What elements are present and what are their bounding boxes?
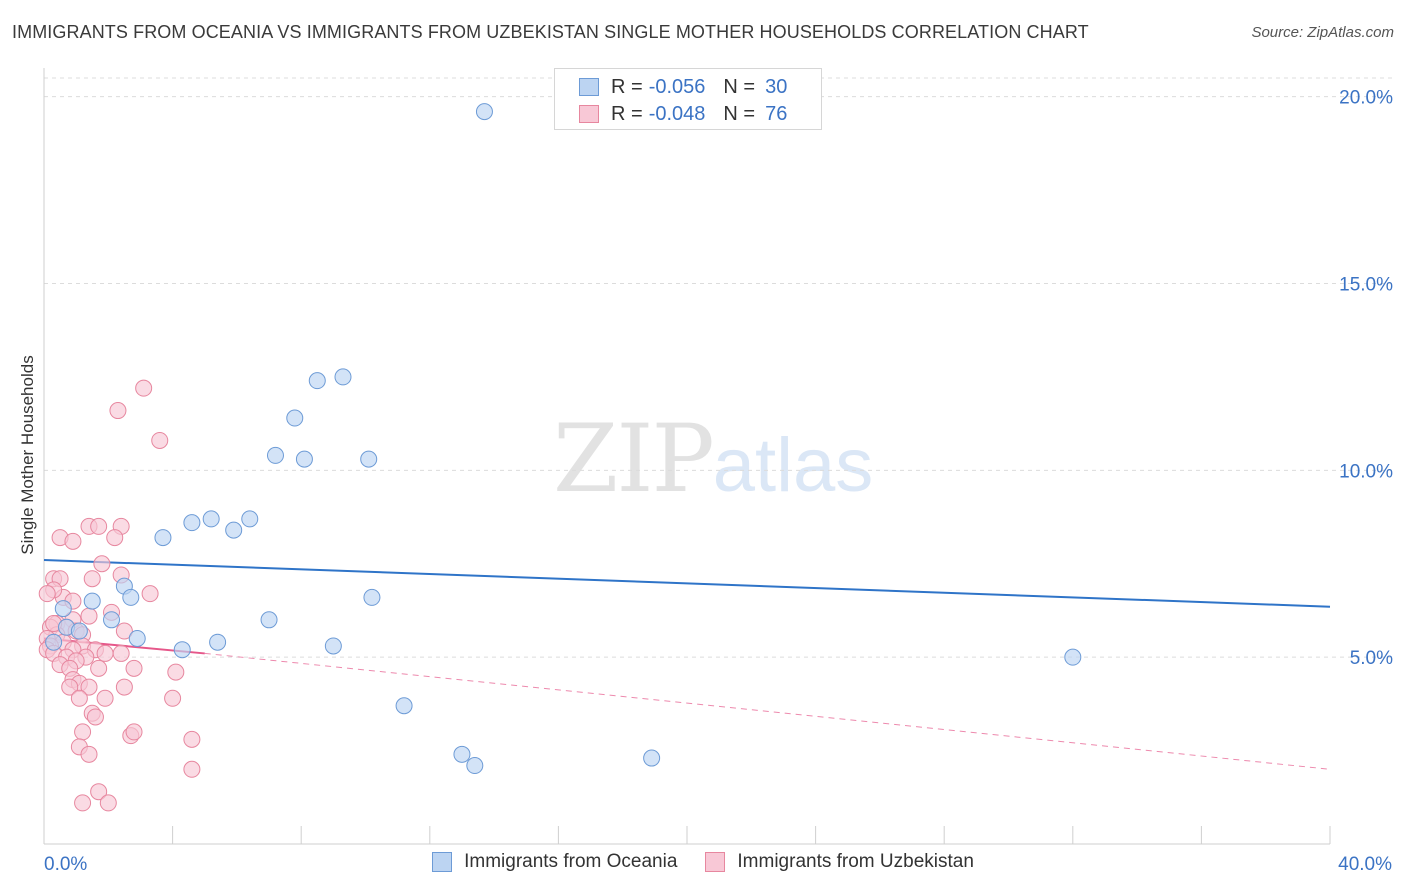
- stats-n-value: 76: [765, 102, 788, 125]
- point-oceania: [183, 514, 201, 532]
- point-uzbekistan: [96, 644, 114, 662]
- point-oceania: [308, 372, 326, 390]
- correlation-stats-box: R = -0.056 N = 30 R = -0.048 N = 76: [554, 68, 822, 130]
- point-oceania: [286, 409, 304, 427]
- point-oceania: [122, 588, 140, 606]
- point-oceania: [209, 633, 227, 651]
- point-oceania: [225, 521, 243, 539]
- point-oceania: [202, 510, 220, 528]
- point-oceania: [363, 588, 381, 606]
- source-label: Source: ZipAtlas.com: [1251, 24, 1394, 41]
- trendline-oceania: [43, 559, 1331, 608]
- stats-r-value: -0.048: [648, 102, 706, 125]
- point-uzbekistan: [109, 402, 127, 420]
- point-oceania: [1064, 648, 1082, 666]
- point-uzbekistan: [90, 517, 108, 535]
- legend-item-uzbekistan[interactable]: Immigrants from Uzbekistan: [705, 851, 974, 873]
- point-oceania: [54, 600, 72, 618]
- point-uzbekistan: [112, 644, 130, 662]
- point-uzbekistan: [74, 723, 92, 741]
- point-uzbekistan: [167, 663, 185, 681]
- stats-swatch-uzbekistan: [579, 105, 599, 123]
- point-oceania: [83, 592, 101, 610]
- point-oceania: [70, 622, 88, 640]
- point-uzbekistan: [183, 760, 201, 778]
- point-uzbekistan: [183, 730, 201, 748]
- legend-swatch-oceania: [432, 852, 453, 872]
- point-uzbekistan: [83, 570, 101, 588]
- point-oceania: [103, 611, 121, 629]
- point-uzbekistan: [80, 745, 98, 763]
- point-oceania: [334, 368, 352, 386]
- y-tick-label: 20.0%: [1339, 88, 1393, 109]
- stats-swatch-oceania: [579, 78, 599, 96]
- watermark: ZIPatlas: [553, 405, 873, 514]
- point-oceania: [154, 529, 172, 547]
- point-uzbekistan: [135, 379, 153, 397]
- point-uzbekistan: [38, 585, 56, 603]
- point-uzbekistan: [96, 689, 114, 707]
- stats-n-label: N =: [723, 102, 756, 125]
- point-uzbekistan: [106, 529, 124, 547]
- point-oceania: [395, 697, 413, 715]
- point-oceania: [324, 637, 342, 655]
- point-uzbekistan: [80, 678, 98, 696]
- point-uzbekistan: [70, 689, 88, 707]
- point-uzbekistan: [64, 532, 82, 550]
- point-uzbekistan: [99, 794, 117, 812]
- stats-r-value: -0.056: [648, 75, 706, 98]
- point-uzbekistan: [141, 585, 159, 603]
- point-uzbekistan: [86, 708, 104, 726]
- trendline-uzbekistan-extrapolated: [204, 652, 1331, 770]
- stats-row-oceania: R = -0.056 N = 30: [555, 74, 787, 100]
- point-oceania: [266, 446, 284, 464]
- legend-label-oceania: Immigrants from Oceania: [464, 851, 678, 872]
- legend-swatch-uzbekistan: [705, 852, 726, 872]
- legend-label-uzbekistan: Immigrants from Uzbekistan: [737, 851, 974, 872]
- point-uzbekistan: [90, 783, 108, 801]
- point-oceania: [241, 510, 259, 528]
- point-oceania: [260, 611, 278, 629]
- point-oceania: [295, 450, 313, 468]
- point-oceania: [475, 103, 493, 121]
- stats-n-label: N =: [723, 75, 756, 98]
- point-uzbekistan: [90, 659, 108, 677]
- point-oceania: [128, 629, 146, 647]
- point-uzbekistan: [115, 678, 133, 696]
- stats-r-label: R =: [611, 102, 643, 125]
- point-uzbekistan: [61, 678, 79, 696]
- legend-item-oceania[interactable]: Immigrants from Oceania: [432, 851, 677, 873]
- point-uzbekistan: [125, 659, 143, 677]
- stats-row-uzbekistan: R = -0.048 N = 76: [555, 101, 787, 127]
- point-oceania: [466, 757, 484, 775]
- point-uzbekistan: [164, 689, 182, 707]
- y-tick-label: 5.0%: [1350, 648, 1393, 669]
- stats-n-value: 30: [765, 75, 788, 98]
- point-uzbekistan: [151, 431, 169, 449]
- chart-legend: Immigrants from Oceania Immigrants from …: [0, 851, 1406, 873]
- y-tick-label: 15.0%: [1339, 275, 1393, 296]
- point-oceania: [643, 749, 661, 767]
- chart-title: IMMIGRANTS FROM OCEANIA VS IMMIGRANTS FR…: [12, 22, 1089, 42]
- point-uzbekistan: [115, 622, 133, 640]
- watermark-atlas: atlas: [712, 423, 874, 508]
- stats-r-label: R =: [611, 75, 643, 98]
- y-tick-label: 10.0%: [1339, 461, 1393, 482]
- point-oceania: [360, 450, 378, 468]
- point-uzbekistan: [125, 723, 143, 741]
- point-uzbekistan: [80, 607, 98, 625]
- point-uzbekistan: [74, 794, 92, 812]
- point-oceania: [173, 641, 191, 659]
- watermark-zip: ZIP: [553, 405, 715, 514]
- point-uzbekistan: [93, 555, 111, 573]
- x-tick-label: 0.0%: [44, 854, 87, 875]
- point-oceania: [45, 633, 63, 651]
- x-tick-label: 40.0%: [1338, 854, 1392, 875]
- point-oceania: [453, 745, 471, 763]
